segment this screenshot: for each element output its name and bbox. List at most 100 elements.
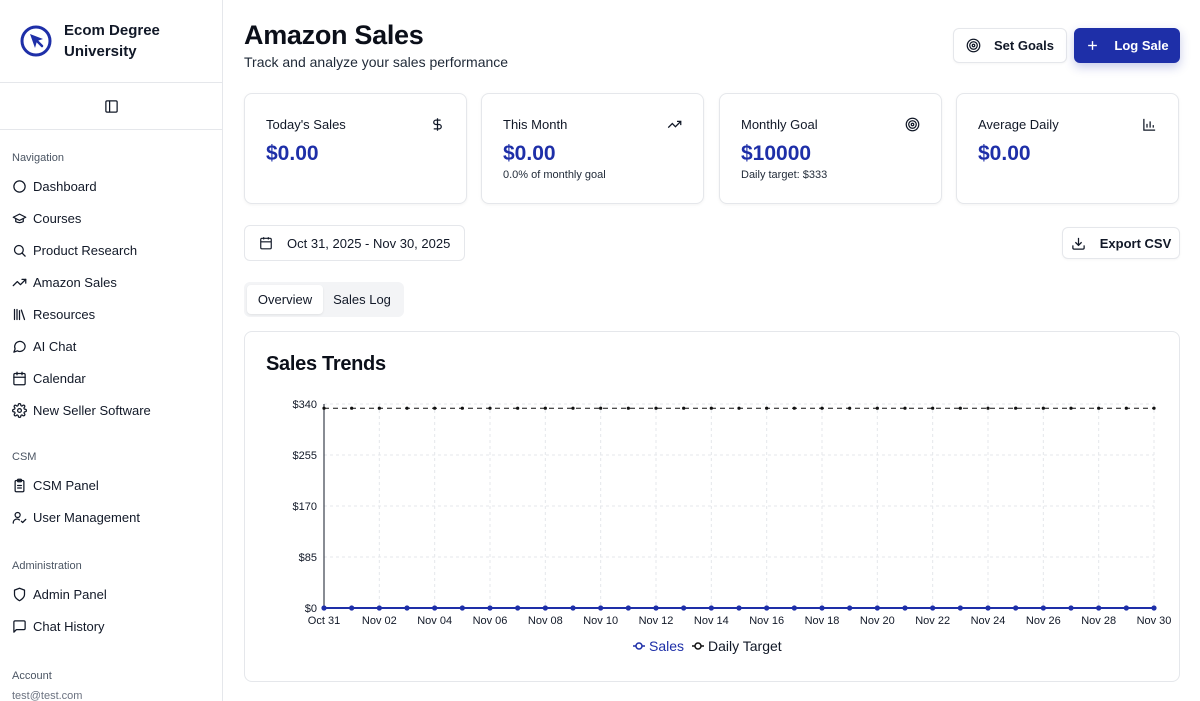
log-sale-button[interactable]: Log Sale — [1074, 28, 1180, 63]
tabs: Overview Sales Log — [244, 282, 404, 317]
sidebar-item-new-seller-software[interactable]: New Seller Software — [12, 394, 210, 426]
legend-sales-label: Sales — [649, 638, 684, 654]
y-tick-label: $340 — [293, 399, 317, 411]
stat-value: $0.00 — [978, 142, 1031, 165]
y-tick-label: $170 — [293, 501, 317, 513]
sidebar-item-label: New Seller Software — [33, 402, 151, 418]
stat-value: $10000 — [741, 142, 812, 165]
point-sales — [542, 605, 548, 611]
sidebar-item-label: Calendar — [33, 370, 86, 386]
tab-sales-log[interactable]: Sales Log — [333, 292, 391, 307]
graduation-cap-icon — [12, 213, 27, 223]
point-daily-target — [460, 406, 464, 410]
sidebar-item-label: Dashboard — [33, 178, 97, 194]
stat-label: Average Daily — [978, 117, 1059, 132]
sidebar-item-label: Courses — [33, 210, 82, 226]
x-tick-label: Nov 14 — [694, 615, 729, 627]
stat-card-monthly-goal: Monthly Goal $10000 Daily target: $333 — [719, 93, 942, 204]
x-tick-label: Nov 08 — [528, 615, 563, 627]
sidebar-item-calendar[interactable]: Calendar — [12, 362, 210, 394]
point-sales — [459, 605, 465, 611]
brand-logo — [20, 25, 52, 57]
legend-target-marker — [694, 642, 702, 650]
sidebar-item-amazon-sales[interactable]: Amazon Sales — [12, 266, 210, 298]
point-sales — [349, 605, 355, 611]
legend-sales-marker — [635, 642, 643, 650]
x-tick-label: Nov 20 — [860, 615, 895, 627]
point-daily-target — [322, 406, 326, 410]
x-tick-label: Nov 30 — [1137, 615, 1172, 627]
x-tick-label: Oct 31 — [308, 615, 340, 627]
message-circle-icon — [13, 340, 26, 353]
export-csv-label: Export CSV — [1099, 235, 1172, 251]
sidebar-item-product-research[interactable]: Product Research — [12, 234, 210, 266]
export-csv-button[interactable]: Export CSV — [1062, 227, 1180, 259]
date-range-picker[interactable]: Oct 31, 2025 - Nov 30, 2025 — [244, 225, 465, 261]
clipboard-icon — [14, 478, 25, 492]
point-daily-target — [820, 406, 824, 410]
sidebar-item-label: Amazon Sales — [33, 274, 117, 290]
tab-overview[interactable]: Overview — [247, 285, 323, 314]
point-daily-target — [433, 406, 437, 410]
sidebar-item-resources[interactable]: Resources — [12, 298, 210, 330]
library-icon — [13, 308, 26, 320]
sidebar-item-ai-chat[interactable]: AI Chat — [12, 330, 210, 362]
stat-value: $0.00 — [266, 142, 319, 165]
point-daily-target — [1152, 406, 1156, 410]
sidebar-item-admin-panel[interactable]: Admin Panel — [12, 578, 210, 610]
sidebar-item-csm-panel[interactable]: CSM Panel — [12, 469, 210, 501]
y-tick-label: $0 — [305, 603, 317, 615]
stat-label: Monthly Goal — [741, 117, 818, 132]
nav-section-label: Account — [12, 670, 52, 682]
sidebar-toggle-row — [0, 83, 222, 130]
point-sales — [1013, 605, 1019, 611]
brand-name: Ecom Degree University — [64, 22, 160, 60]
x-tick-label: Nov 26 — [1026, 615, 1061, 627]
x-tick-label: Nov 22 — [915, 615, 950, 627]
date-range-label: Oct 31, 2025 - Nov 30, 2025 — [287, 235, 451, 251]
point-sales — [487, 605, 493, 611]
brand[interactable]: Ecom Degree University — [0, 0, 222, 83]
x-tick-label: Nov 16 — [749, 615, 784, 627]
chart-title: Sales Trends — [266, 353, 386, 375]
sidebar-item-dashboard[interactable]: Dashboard — [12, 170, 210, 202]
point-daily-target — [488, 406, 492, 410]
y-tick-label: $85 — [299, 552, 317, 564]
main-content: Amazon Sales Track and analyze your sale… — [223, 0, 1200, 701]
sidebar-item-chat-history[interactable]: Chat History — [12, 610, 210, 642]
sidebar-item-test-test-com[interactable]: test@test.com — [12, 688, 210, 701]
point-sales — [847, 605, 853, 611]
x-tick-label: Nov 28 — [1081, 615, 1116, 627]
sidebar-item-user-management[interactable]: User Management — [12, 501, 210, 533]
calendar-icon — [260, 237, 272, 250]
point-daily-target — [1014, 406, 1018, 410]
nav-section-label: Administration — [12, 560, 82, 572]
stat-card-average-daily: Average Daily $0.00 — [956, 93, 1179, 204]
point-sales — [432, 605, 438, 611]
point-sales — [1123, 605, 1129, 611]
point-daily-target — [1041, 406, 1045, 410]
set-goals-button[interactable]: Set Goals — [953, 28, 1067, 63]
point-sales — [1151, 605, 1157, 611]
sidebar-item-label: Product Research — [33, 242, 138, 258]
nav-section-administration: Administration Admin Panel Chat History — [0, 558, 222, 642]
stat-label: Today's Sales — [266, 117, 346, 132]
point-sales — [736, 605, 742, 611]
point-sales — [985, 605, 991, 611]
point-daily-target — [903, 406, 907, 410]
download-icon — [1071, 237, 1085, 250]
stat-label: This Month — [503, 117, 568, 132]
x-tick-label: Nov 12 — [639, 615, 674, 627]
y-tick-label: $255 — [293, 450, 317, 462]
panel-left-icon — [104, 99, 118, 113]
sidebar-toggle-button[interactable] — [97, 92, 125, 120]
point-sales — [902, 605, 908, 611]
sidebar-item-courses[interactable]: Courses — [12, 202, 210, 234]
target-icon — [905, 117, 920, 132]
point-daily-target — [875, 406, 879, 410]
point-daily-target — [654, 406, 658, 410]
target-icon — [966, 38, 981, 53]
point-sales — [791, 605, 797, 611]
point-sales — [957, 605, 963, 611]
sidebar-item-label: AI Chat — [33, 338, 77, 354]
